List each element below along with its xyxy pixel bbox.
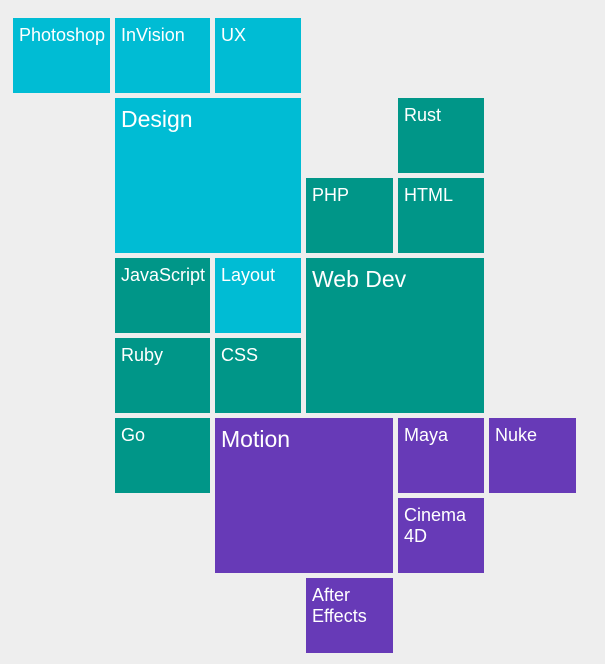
tile-go[interactable]: Go [115, 418, 210, 493]
tile-javascript[interactable]: JavaScript [115, 258, 210, 333]
tile-web-dev[interactable]: Web Dev [306, 258, 484, 413]
tile-design[interactable]: Design [115, 98, 301, 253]
tile-invision[interactable]: InVision [115, 18, 210, 93]
tile-maya[interactable]: Maya [398, 418, 484, 493]
tile-photoshop[interactable]: Photoshop [13, 18, 110, 93]
tile-motion[interactable]: Motion [215, 418, 393, 573]
tile-cinema-4d[interactable]: Cinema 4D [398, 498, 484, 573]
tile-ux[interactable]: UX [215, 18, 301, 93]
tile-after-effects[interactable]: After Effects [306, 578, 393, 653]
tile-css[interactable]: CSS [215, 338, 301, 413]
tile-php[interactable]: PHP [306, 178, 393, 253]
tile-html[interactable]: HTML [398, 178, 484, 253]
tile-ruby[interactable]: Ruby [115, 338, 210, 413]
tile-nuke[interactable]: Nuke [489, 418, 576, 493]
tile-layout[interactable]: Layout [215, 258, 301, 333]
tile-rust[interactable]: Rust [398, 98, 484, 173]
